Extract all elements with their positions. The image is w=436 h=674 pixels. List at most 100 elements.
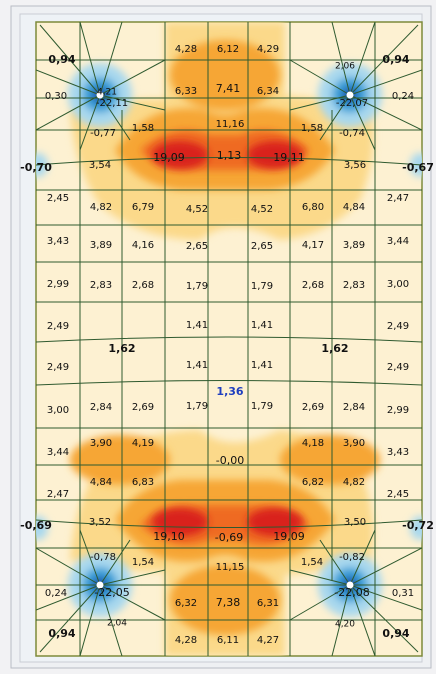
value-label: 4,82 [90,202,112,213]
value-label: 3,89 [343,240,365,251]
value-label: 3,56 [344,160,366,171]
value-label: -0,70 [20,161,52,174]
value-label: 1,41 [186,360,208,371]
value-label: 7,38 [216,596,241,609]
value-label: 1,79 [251,281,273,292]
value-label: 19,09 [273,530,305,543]
value-label: 1,79 [186,401,208,412]
value-label: 3,50 [344,517,366,528]
value-label: 2,49 [387,362,409,373]
value-label: 3,43 [47,236,69,247]
value-label: 0,94 [382,53,409,66]
value-label: 3,44 [47,447,69,458]
value-label: 11,16 [216,119,245,130]
value-label: 1,41 [251,360,273,371]
value-label: 3,52 [89,517,111,528]
value-label: 3,44 [387,236,409,247]
value-labels: 0,94 4,21 4,28 6,12 4,29 2,06 0,94 0,30 … [20,44,434,646]
value-label: 6,33 [175,86,197,97]
value-label: 3,54 [89,160,111,171]
value-label: 2,45 [387,489,409,500]
value-label: 1,62 [321,342,348,355]
value-label: 6,12 [217,44,239,55]
value-label: 3,00 [47,405,69,416]
value-label: 4,52 [251,204,273,215]
value-label: 0,24 [45,588,67,599]
value-label: 2,65 [186,241,208,252]
value-label: 2,99 [387,405,409,416]
value-label: -0,00 [216,454,244,467]
value-label: 2,83 [90,280,112,291]
value-label: -22,05 [94,586,129,599]
value-label: 2,06 [335,62,355,72]
value-label: 11,15 [216,562,245,573]
value-label: 4,21 [97,88,117,98]
value-label: 3,90 [343,438,365,449]
value-label: 6,34 [257,86,279,97]
value-label: 2,99 [47,279,69,290]
value-label: -22,07 [336,98,368,109]
value-label: 2,69 [302,402,324,413]
value-label: 4,52 [186,204,208,215]
value-label: 1,36 [216,385,243,398]
value-label: 1,58 [301,123,323,134]
value-label: 1,58 [132,123,154,134]
value-label: -22,11 [96,98,128,109]
value-label: 2,84 [90,402,112,413]
value-label: 6,31 [257,598,279,609]
value-label: 3,43 [387,447,409,458]
value-label: 4,84 [90,477,112,488]
value-label: 4,17 [302,240,324,251]
value-label: 6,32 [175,598,197,609]
column-mesh-bottom-right [289,529,422,656]
value-label: 4,18 [302,438,324,449]
value-label: 1,62 [108,342,135,355]
value-label: 2,45 [47,193,69,204]
value-label: 2,84 [343,402,365,413]
value-label: 1,54 [132,557,154,568]
value-label: 1,54 [301,557,323,568]
value-label: -0,78 [90,552,116,563]
value-label: 4,19 [132,438,154,449]
value-label: 4,27 [257,635,279,646]
value-label: 1,79 [186,281,208,292]
value-label: 2,49 [47,362,69,373]
value-label: 19,09 [153,151,185,164]
value-label: 0,31 [392,588,414,599]
value-label: 2,49 [387,321,409,332]
value-label: 2,68 [302,280,324,291]
value-label: 4,28 [175,44,197,55]
value-label: 2,83 [343,280,365,291]
value-label: -0,72 [402,519,434,532]
column-mesh-bottom-left [36,529,166,656]
column-mesh-top-left [36,22,166,151]
value-label: 4,16 [132,240,154,251]
contour-band-peak-red [152,141,303,536]
value-label: 6,79 [132,202,154,213]
value-label: 6,82 [302,477,324,488]
value-label: 0,24 [392,91,414,102]
value-label: 2,47 [387,193,409,204]
value-label: 0,94 [48,627,75,640]
value-label: 7,41 [216,82,241,95]
value-label: 6,11 [217,635,239,646]
value-label: 2,49 [47,321,69,332]
value-label: -0,74 [339,128,365,139]
value-label: 19,11 [273,151,305,164]
value-label: 2,65 [251,241,273,252]
value-label: -22,08 [334,586,369,599]
value-label: -0,77 [90,128,116,139]
value-label: 0,94 [382,627,409,640]
value-label: 19,10 [153,530,185,543]
value-label: 4,28 [175,635,197,646]
value-label: -0,82 [339,552,365,563]
value-label: 2,47 [47,489,69,500]
value-label: 4,29 [257,44,279,55]
value-label: 1,13 [217,149,242,162]
value-label: 6,83 [132,477,154,488]
value-label: 3,89 [90,240,112,251]
value-label: 3,90 [90,438,112,449]
value-label: 1,41 [251,320,273,331]
value-label: -0,69 [20,519,52,532]
